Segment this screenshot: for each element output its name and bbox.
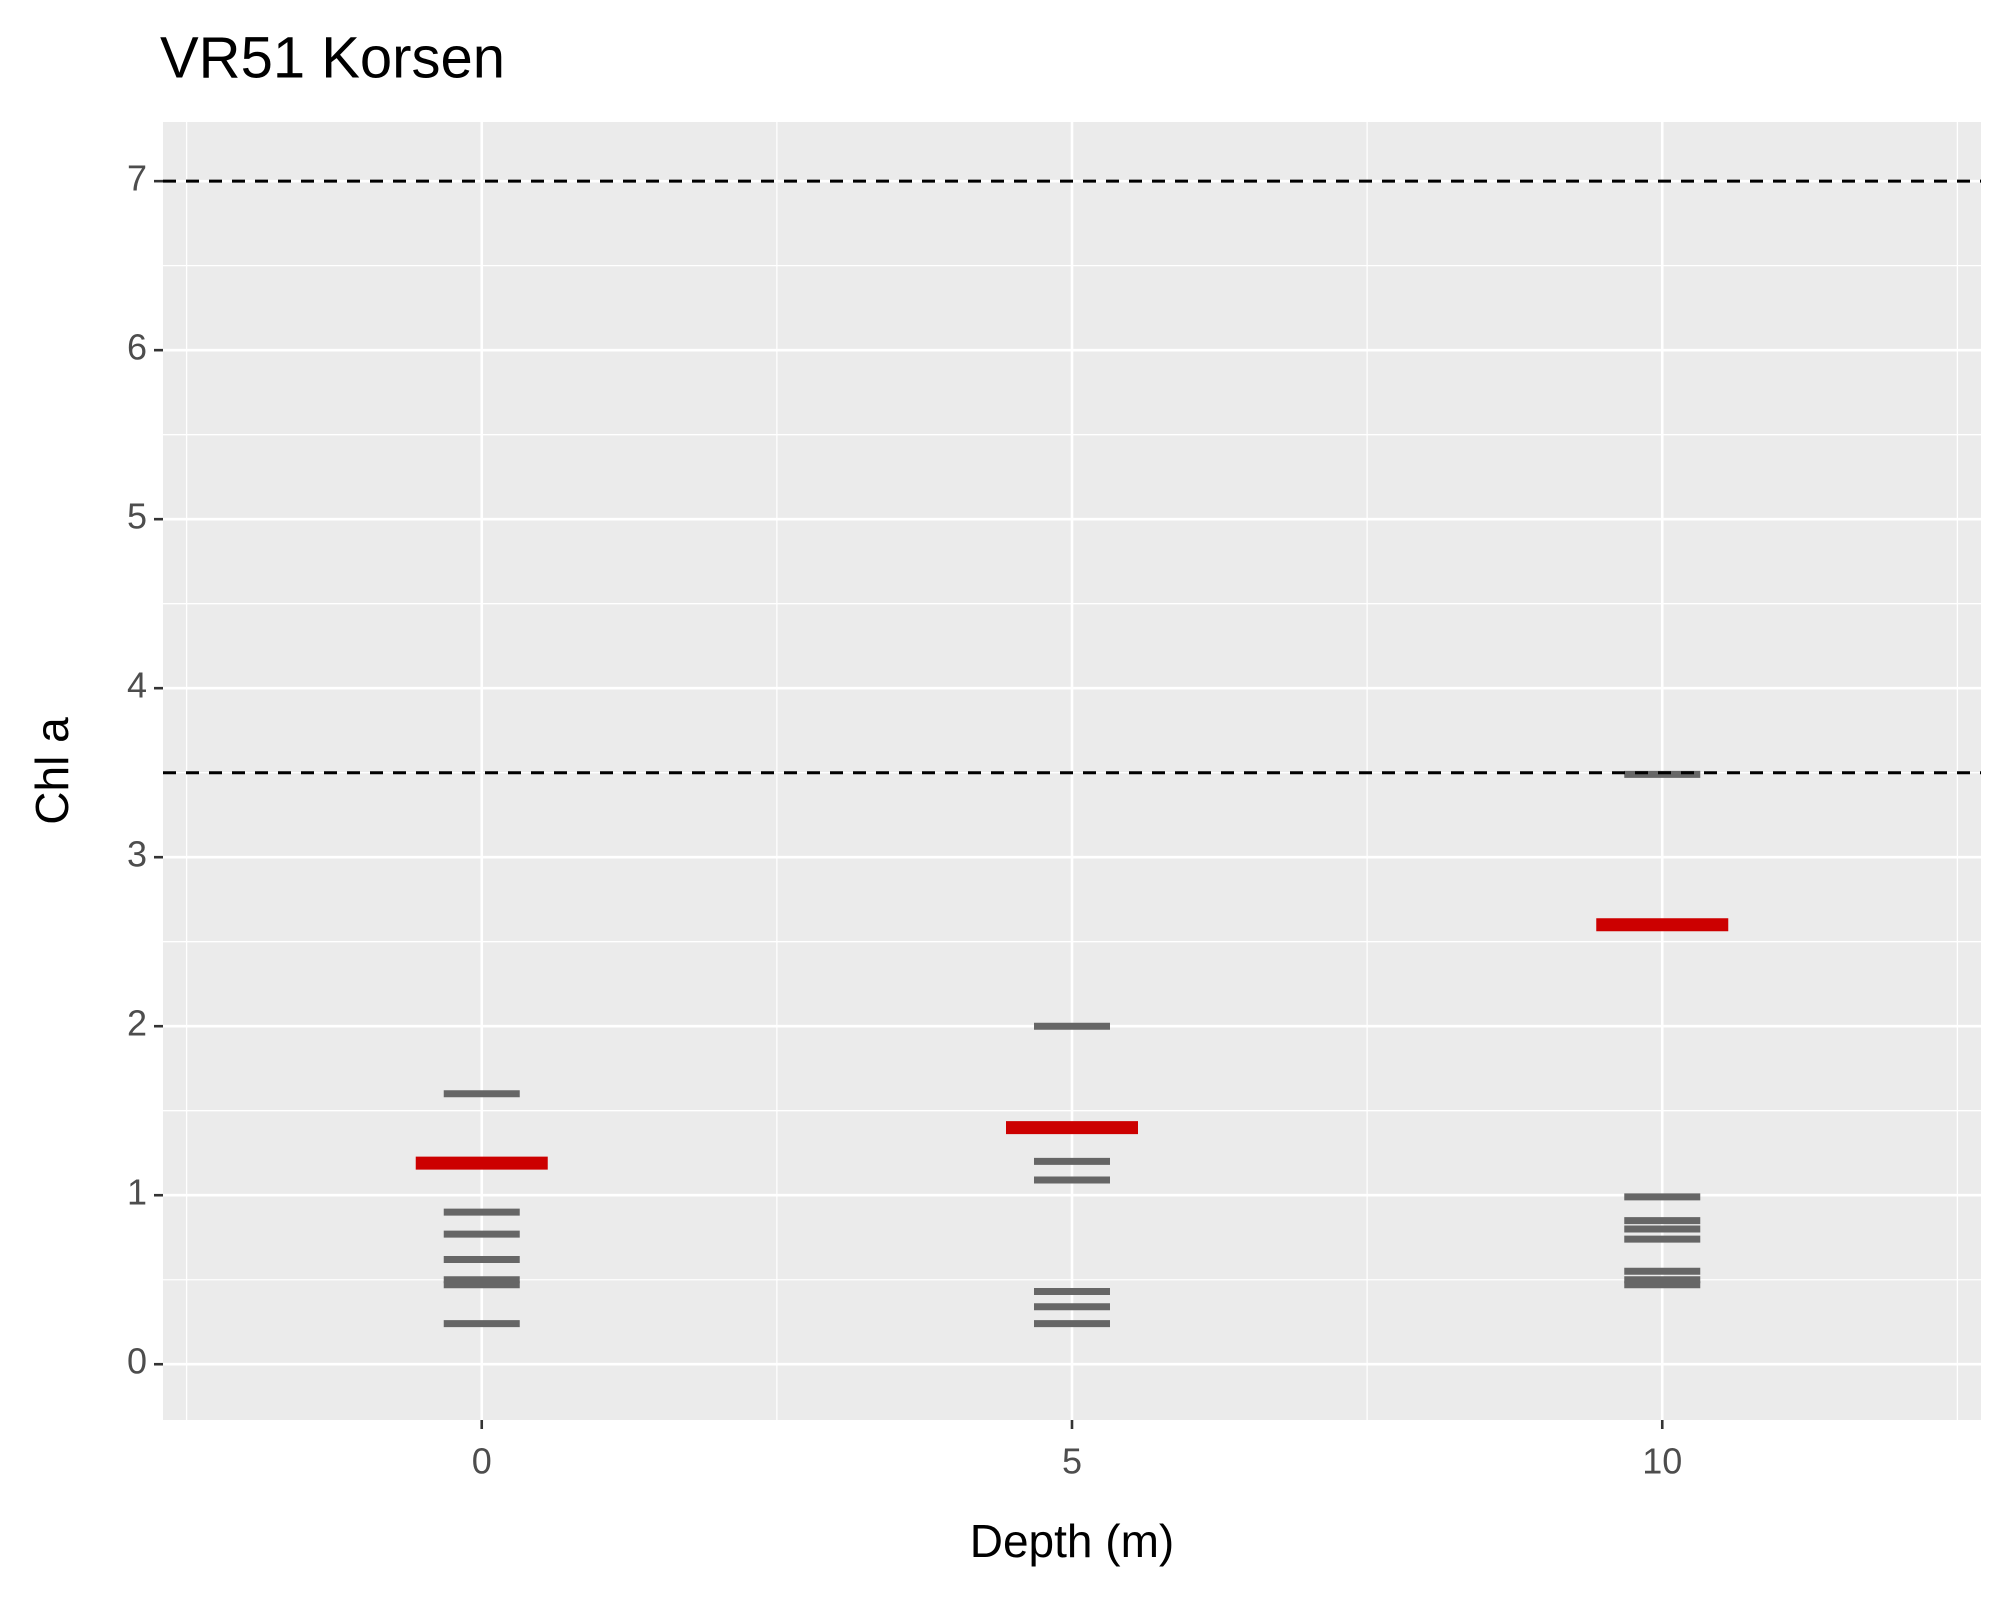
y-axis-title: Chl a — [26, 717, 78, 825]
x-tick-label: 5 — [1062, 1441, 1082, 1482]
y-tick-label: 2 — [127, 1003, 147, 1044]
x-axis-title: Depth (m) — [970, 1515, 1174, 1567]
y-tick-label: 3 — [127, 834, 147, 875]
x-tick-label: 0 — [472, 1441, 492, 1482]
y-tick-label: 6 — [127, 327, 147, 368]
y-tick-label: 7 — [127, 158, 147, 199]
x-tick-label: 10 — [1642, 1441, 1682, 1482]
y-tick-label: 1 — [127, 1172, 147, 1213]
chart-title: VR51 Korsen — [160, 25, 505, 90]
y-tick-label: 4 — [127, 665, 147, 706]
y-tick-label: 0 — [127, 1341, 147, 1382]
y-tick-label: 5 — [127, 496, 147, 537]
